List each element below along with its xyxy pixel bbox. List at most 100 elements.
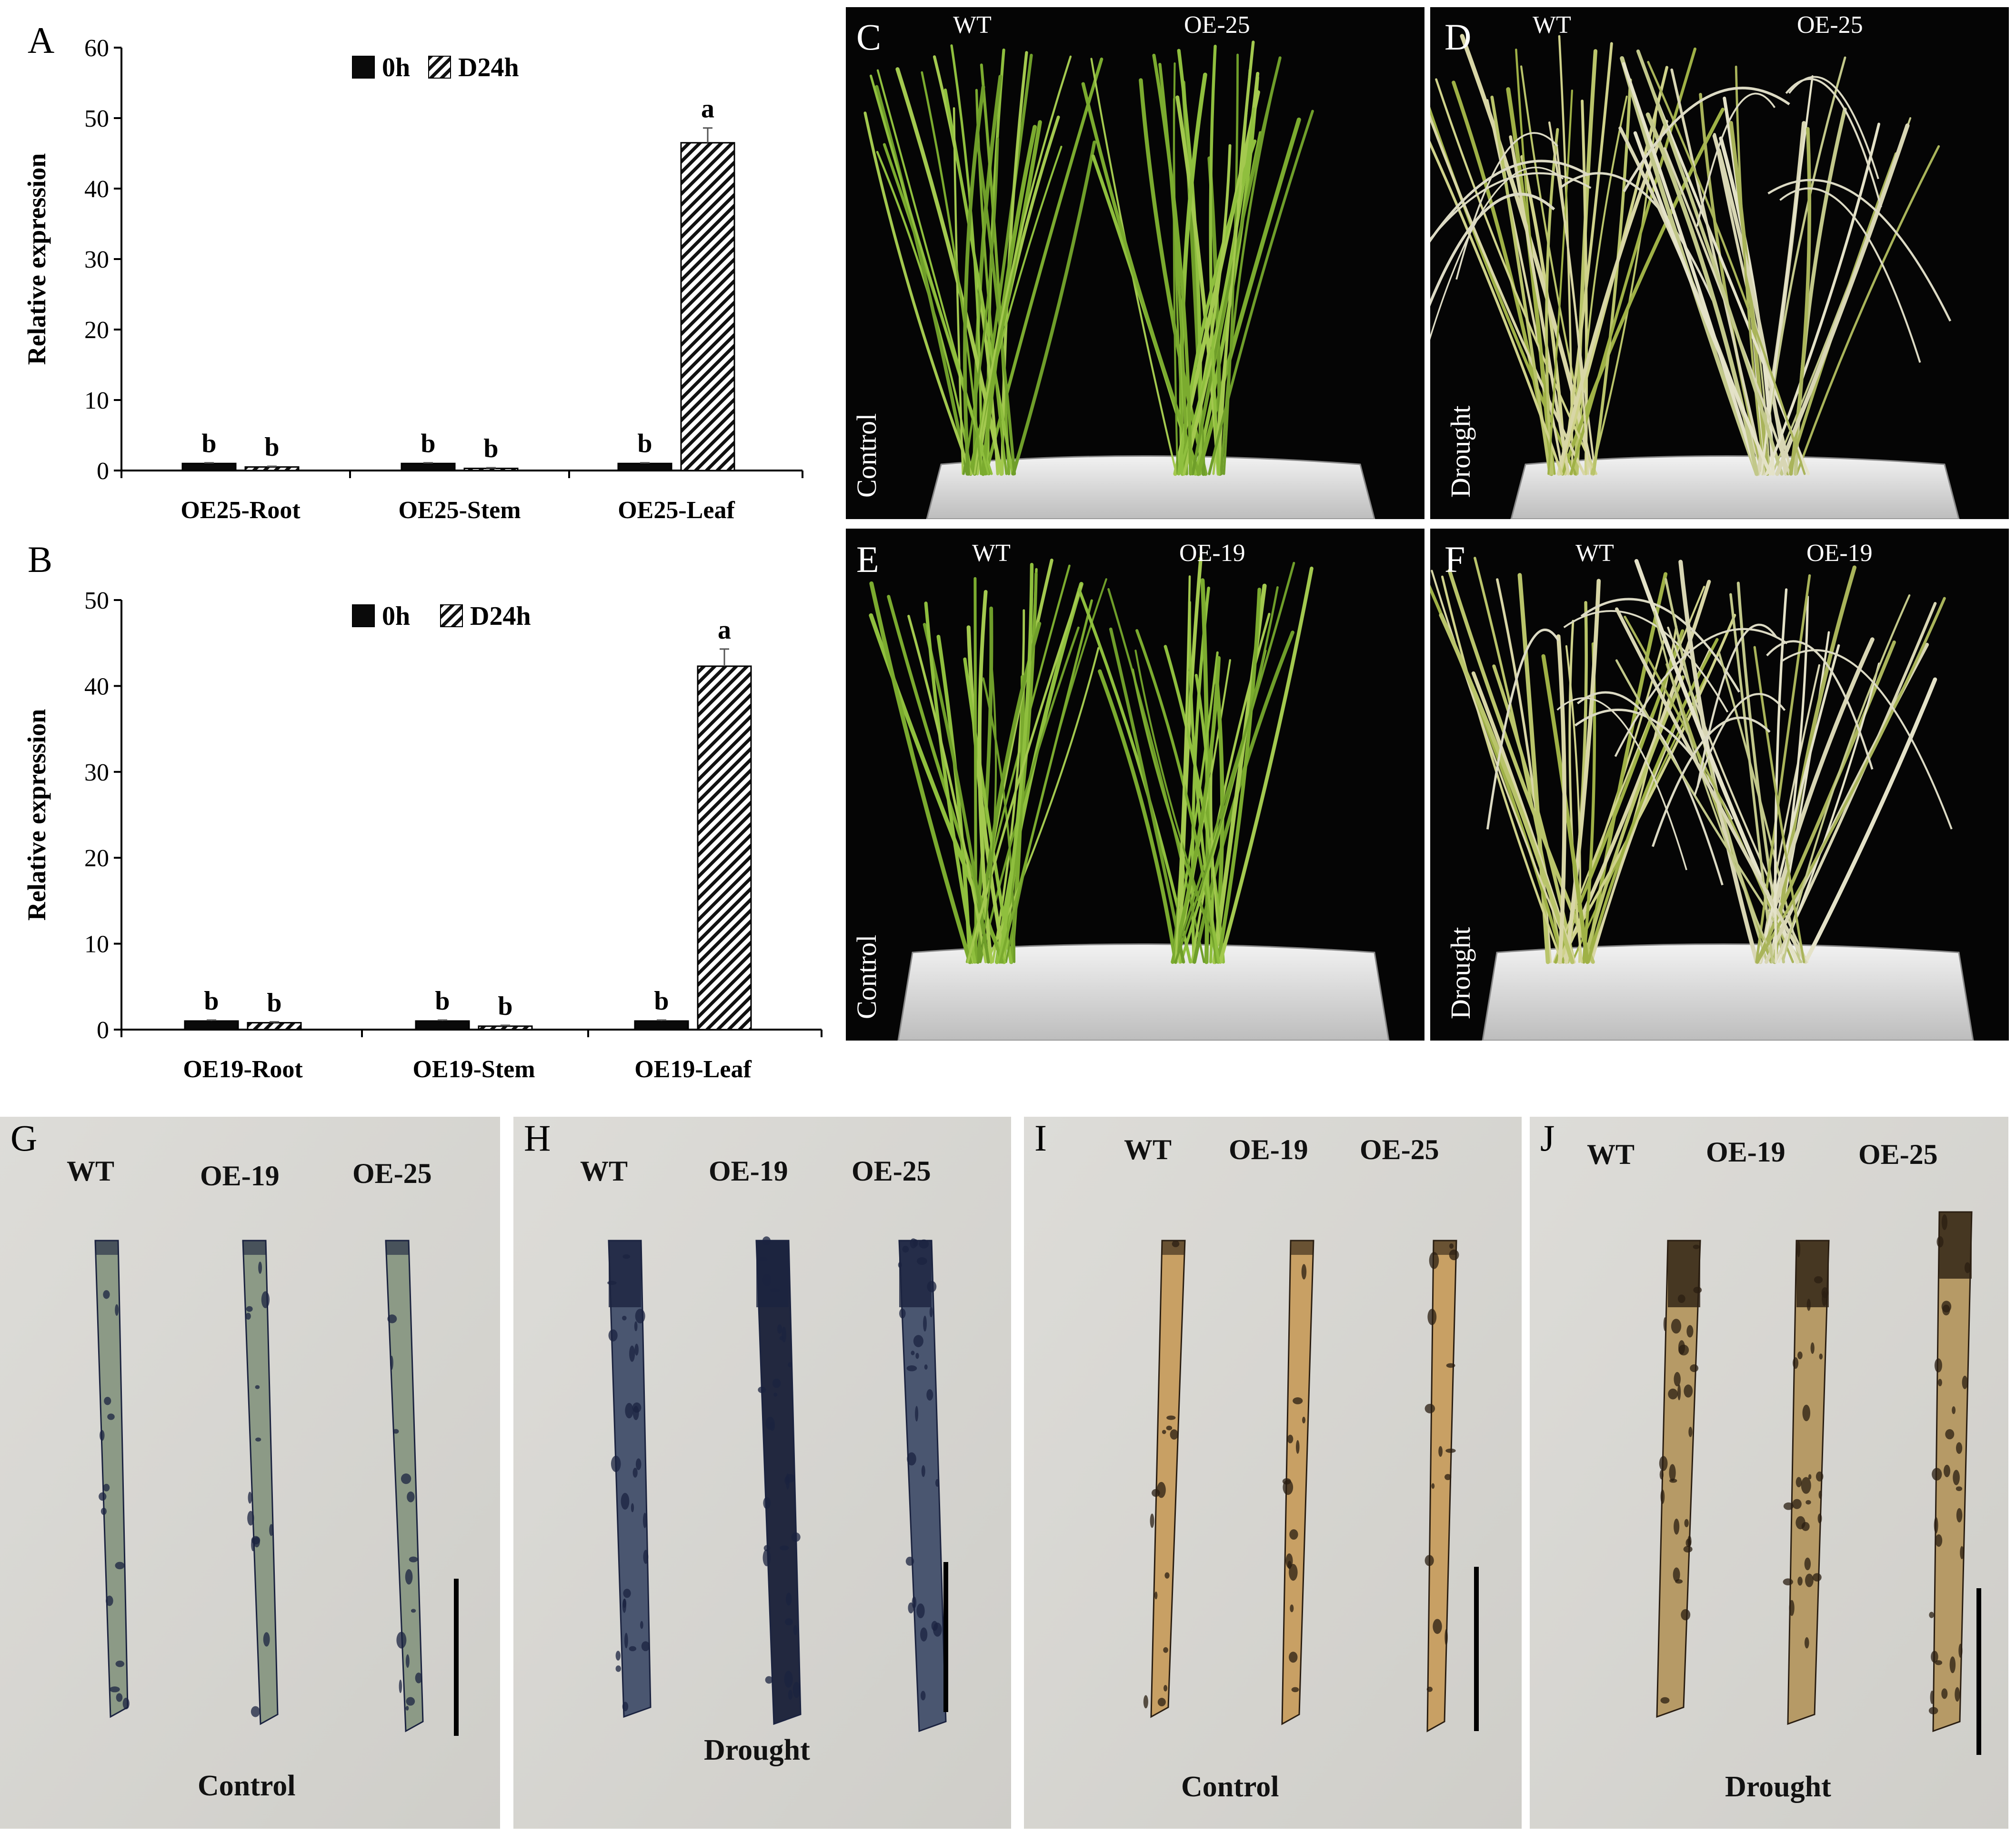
stain-spot	[1931, 1651, 1938, 1663]
bar	[463, 468, 519, 471]
photo-label-oe: OE-19	[1806, 540, 1873, 567]
leaf-segment	[1143, 1240, 1186, 1718]
chart-b: 0 10 20 30 40 50 Relative expression b b OE19-Roo…	[22, 587, 822, 1083]
leaf-blade	[963, 85, 985, 476]
photo-label-wt: WT	[953, 11, 992, 39]
stain-spot	[1935, 1534, 1943, 1547]
stain-spot	[1659, 1470, 1664, 1480]
leaf-blade	[1755, 574, 1811, 963]
stain-spot	[1669, 1464, 1676, 1482]
significance-letter: b	[204, 986, 219, 1016]
stain-label-oe19: OE-19	[200, 1160, 280, 1192]
bar	[247, 1022, 302, 1031]
leaf-blade	[1622, 62, 1759, 476]
wilted-leaf	[1785, 78, 1882, 208]
stain-panel-g: G WT OE-19 OE-25 Control	[0, 1117, 500, 1829]
leaf-blade	[1171, 656, 1221, 964]
legend-label-0h: 0h	[382, 53, 410, 82]
stain-spot	[255, 1385, 260, 1389]
stain-spot	[1674, 1372, 1681, 1387]
significance-letter: b	[483, 434, 498, 463]
leaf-blade	[1435, 78, 1598, 475]
stain-spot	[1289, 1563, 1298, 1581]
legend-swatch-d24h	[440, 604, 463, 627]
leaf-blade	[1545, 128, 1559, 475]
stain-spot	[255, 1437, 261, 1442]
wilted-leaf	[1766, 640, 1874, 770]
significance-letter: a	[701, 94, 714, 124]
wilted-leaf	[1574, 709, 1734, 820]
stain-spot	[406, 1697, 415, 1706]
panel-letter-e: E	[856, 539, 879, 580]
stain-spot	[906, 1365, 917, 1372]
leaf-blade	[1712, 134, 1788, 476]
wilted-leaf	[1767, 179, 1952, 322]
photo-panel-f: F WT OE-19 Drought	[1430, 529, 2009, 1041]
stain-spot	[405, 1569, 413, 1585]
leaf-blade	[1699, 93, 1765, 476]
stain-spot	[1669, 1478, 1677, 1483]
leaf-segment	[94, 1240, 130, 1718]
stain-spot	[1802, 1404, 1811, 1422]
stain-spot	[641, 1641, 650, 1652]
stain-spot	[924, 1364, 928, 1370]
stain-spot	[912, 1596, 917, 1609]
significance-letter: b	[264, 432, 279, 462]
stain-spot	[931, 1621, 938, 1631]
stain-spot	[1934, 1358, 1942, 1372]
leaf-blade	[1441, 575, 1563, 963]
stain-spot	[99, 1492, 107, 1501]
leaf-blade	[1109, 627, 1185, 964]
stain-spot	[763, 1545, 771, 1552]
leaf-blade	[921, 71, 983, 475]
stain-spot	[409, 1556, 418, 1563]
stain-spot	[1945, 1429, 1955, 1440]
stain-spot	[791, 1532, 801, 1542]
stain-spot	[1962, 1375, 1968, 1389]
stain-spot	[640, 1621, 643, 1629]
leaf-blade	[973, 55, 1072, 475]
leaf-segment	[242, 1240, 279, 1725]
stain-spot	[905, 1556, 914, 1566]
stain-panel-j: J WT OE-19 OE-25 Drought	[1530, 1117, 2008, 1829]
stain-spot	[122, 1697, 130, 1710]
stain-spot	[1283, 1480, 1294, 1495]
panel-letter-b: B	[28, 539, 53, 580]
stain-spot	[1684, 1384, 1693, 1398]
stain-spot	[625, 1402, 633, 1419]
stain-spot	[115, 1660, 125, 1667]
stain-spot	[103, 1290, 110, 1299]
stain-label-oe25: OE-25	[1858, 1139, 1938, 1170]
chart-a: 0 10 20 30 40 50 60 Relative expression b b OE25-R…	[22, 35, 803, 524]
leaf-blade	[1775, 123, 1910, 476]
leaf-blade	[1216, 588, 1262, 964]
stain-spot	[1681, 1609, 1691, 1621]
stain-label-wt: WT	[1124, 1134, 1172, 1165]
stain-panel-i: I WT OE-19 OE-25 Control	[1024, 1117, 1522, 1829]
stain-spot	[1805, 1573, 1814, 1587]
stain-spot	[634, 1343, 639, 1356]
panel-letter-d: D	[1444, 16, 1472, 58]
stain-spot	[1157, 1698, 1166, 1707]
stain-spot	[1291, 1687, 1299, 1693]
stain-spot	[100, 1507, 107, 1515]
wilted-leaf	[1696, 92, 1776, 227]
y-tick-label: 50	[84, 105, 109, 132]
stain-spot	[1445, 1448, 1456, 1453]
stain-spot	[405, 1706, 409, 1711]
stain-spot	[248, 1492, 252, 1504]
stain-spot	[1166, 1415, 1176, 1420]
stain-spot	[1674, 1518, 1680, 1535]
wilted-leaf	[1430, 160, 1589, 243]
leaf-blade	[1758, 637, 1875, 964]
stain-spot	[251, 1536, 261, 1545]
stain-spot	[1431, 1483, 1435, 1489]
stain-spot	[1302, 1416, 1306, 1423]
stain-spot	[611, 1455, 621, 1472]
stain-spot	[1287, 1434, 1294, 1443]
legend-label-d24h: D24h	[458, 53, 519, 82]
stained-tip	[386, 1241, 409, 1255]
stain-spot	[1424, 1555, 1434, 1566]
photo-panel-c: C WT OE-25 Control	[846, 7, 1424, 519]
stain-spot	[923, 1315, 927, 1332]
